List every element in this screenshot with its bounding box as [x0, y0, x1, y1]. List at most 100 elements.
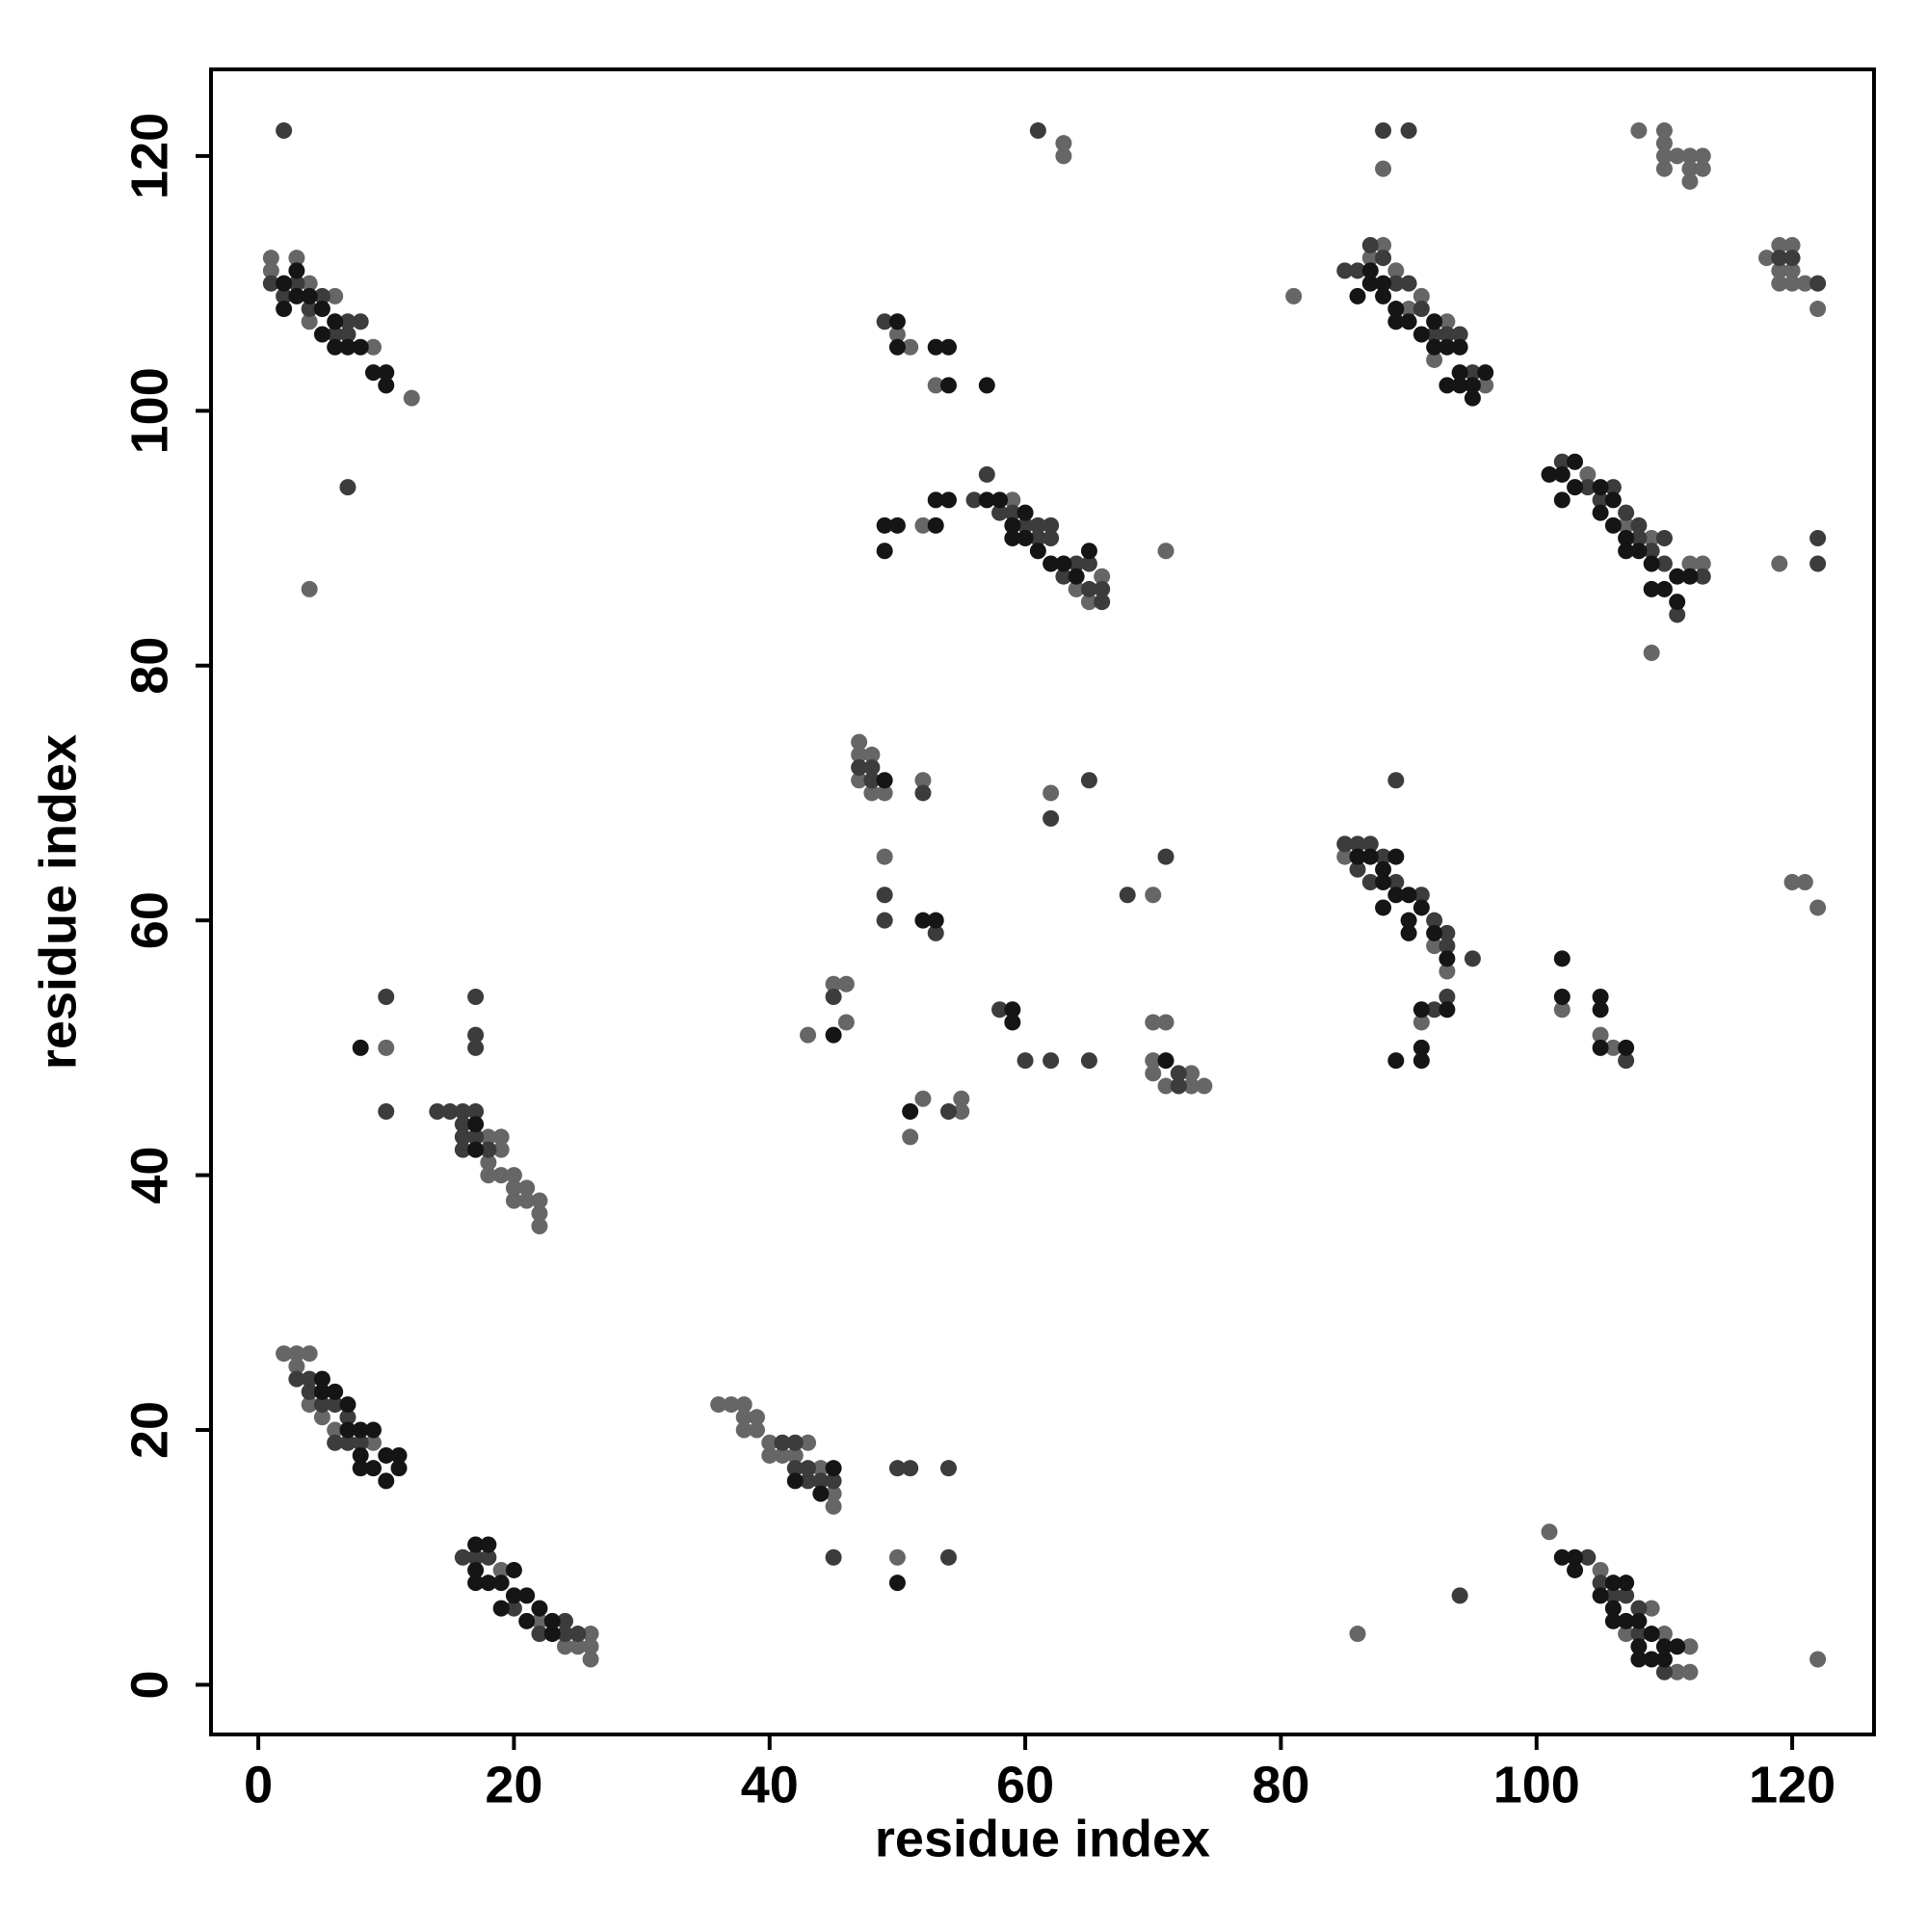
- point: [888, 516, 906, 534]
- y-tick-label: 40: [120, 1147, 178, 1204]
- point: [748, 1409, 765, 1426]
- point: [1004, 1014, 1021, 1031]
- y-tick-label: 100: [120, 367, 178, 454]
- point: [1618, 543, 1635, 560]
- point: [1464, 364, 1481, 382]
- point: [505, 1192, 522, 1209]
- point: [1694, 555, 1711, 572]
- point: [1553, 453, 1571, 470]
- point: [1669, 1638, 1686, 1655]
- y-tick-label: 20: [120, 1401, 178, 1459]
- point: [1681, 172, 1699, 190]
- point: [352, 313, 369, 331]
- point: [1285, 287, 1303, 304]
- point: [313, 301, 330, 318]
- point: [1375, 848, 1392, 865]
- point: [1553, 1548, 1571, 1566]
- point: [876, 313, 893, 331]
- point: [518, 1587, 536, 1604]
- point: [1375, 121, 1392, 139]
- point: [1643, 543, 1660, 560]
- point: [1157, 1077, 1175, 1095]
- point: [467, 988, 485, 1005]
- point: [556, 1626, 573, 1643]
- y-tick-label: 60: [120, 891, 178, 949]
- point: [378, 1472, 395, 1490]
- point: [301, 313, 318, 331]
- point: [276, 1345, 293, 1363]
- point: [505, 1600, 522, 1617]
- point: [1094, 580, 1111, 597]
- point: [364, 1421, 382, 1439]
- point: [1553, 465, 1571, 483]
- point: [825, 1485, 842, 1502]
- point: [313, 287, 330, 304]
- point: [876, 543, 893, 560]
- y-tick-label: 0: [120, 1670, 178, 1699]
- point: [902, 1128, 919, 1146]
- point: [1426, 924, 1443, 941]
- point: [1068, 580, 1085, 597]
- point: [543, 1626, 561, 1643]
- point: [1387, 262, 1405, 279]
- point: [1349, 287, 1366, 304]
- point: [1043, 784, 1060, 802]
- point: [825, 1026, 842, 1044]
- point: [1655, 160, 1673, 177]
- point: [978, 465, 995, 483]
- point: [1080, 594, 1097, 611]
- point: [327, 313, 344, 331]
- point: [1630, 1626, 1648, 1643]
- point: [1451, 364, 1468, 382]
- x-tick-label: 0: [244, 1756, 273, 1813]
- y-tick-label: 80: [120, 637, 178, 695]
- point: [288, 1370, 305, 1388]
- points: [262, 121, 1827, 1681]
- point: [1451, 326, 1468, 343]
- point: [1630, 543, 1648, 560]
- point: [1375, 287, 1392, 304]
- point: [1553, 988, 1571, 1005]
- point: [467, 1536, 485, 1553]
- point: [1119, 887, 1136, 904]
- point: [991, 1001, 1009, 1019]
- point: [1439, 988, 1456, 1005]
- x-tick-label: 40: [741, 1756, 799, 1813]
- point: [1464, 389, 1481, 407]
- point: [1669, 1663, 1686, 1681]
- point: [378, 364, 395, 382]
- point: [1439, 938, 1456, 955]
- x-axis-label: residue index: [875, 1810, 1210, 1867]
- point: [927, 516, 944, 534]
- point: [902, 1102, 919, 1120]
- point: [1604, 1612, 1622, 1629]
- point: [1349, 835, 1366, 853]
- point: [1412, 899, 1430, 916]
- point: [1361, 250, 1379, 267]
- point: [390, 1460, 408, 1477]
- point: [1349, 860, 1366, 878]
- point: [1579, 1548, 1597, 1566]
- point: [1361, 236, 1379, 253]
- point: [786, 1434, 804, 1451]
- point: [1783, 250, 1801, 267]
- point: [1412, 1052, 1430, 1070]
- point: [1426, 912, 1443, 929]
- point: [1643, 530, 1660, 547]
- point: [505, 1561, 522, 1578]
- point: [837, 975, 855, 992]
- point: [876, 516, 893, 534]
- point: [339, 326, 356, 343]
- point: [492, 1600, 510, 1617]
- point: [403, 389, 420, 407]
- point: [262, 262, 279, 279]
- point: [1592, 1587, 1609, 1604]
- point: [1630, 121, 1648, 139]
- point: [991, 504, 1009, 521]
- point: [1567, 1561, 1584, 1578]
- point: [288, 1345, 305, 1363]
- point: [262, 250, 279, 267]
- point: [953, 1090, 970, 1107]
- point: [505, 1167, 522, 1184]
